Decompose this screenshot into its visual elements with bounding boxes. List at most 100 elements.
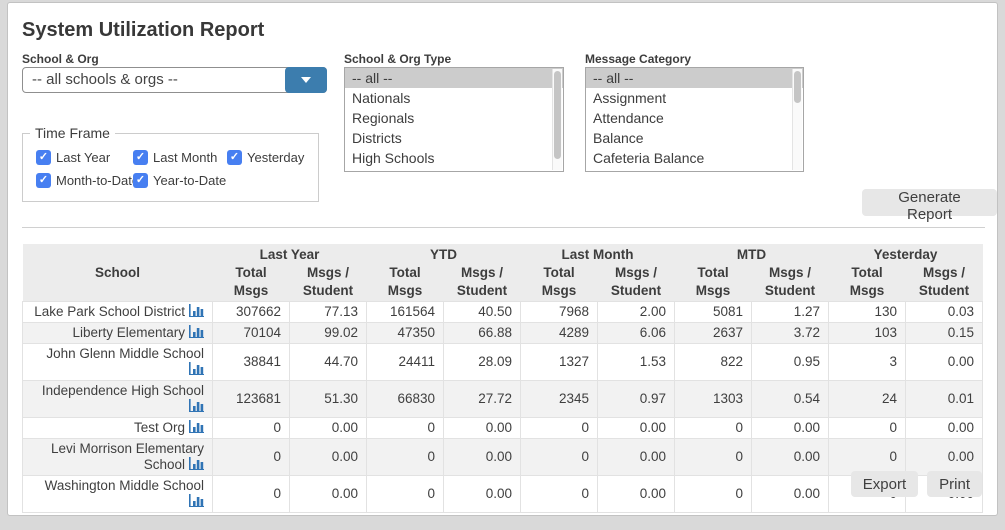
metric-cell: 0 — [520, 474, 599, 513]
generate-report-button[interactable]: Generate Report — [862, 189, 997, 223]
metric-cell: 0 — [366, 437, 445, 476]
message-category-options: -- all -- Assignment Attendance Balance Cafe… — [586, 68, 803, 168]
metric-cell: 1303 — [674, 379, 753, 418]
metric-cell: 1327 — [520, 342, 599, 381]
school-cell: Independence High School — [22, 379, 213, 418]
metric-cell: 1.27 — [751, 300, 830, 323]
school-org-type-options: -- all -- Nationals Regionals Districts High… — [345, 68, 563, 168]
sub-header-row: Total Msgs Msgs / Student Total Msgs Msgs /… — [23, 263, 983, 301]
listbox-option[interactable]: Nationals — [352, 90, 411, 106]
metric-cell: 24411 — [366, 342, 445, 381]
bar-chart-icon[interactable] — [189, 456, 204, 470]
listbox-option[interactable]: Assignment — [593, 90, 667, 106]
sub-header: Msgs / Student — [751, 263, 829, 301]
message-category-label: Message Category — [585, 52, 692, 66]
metric-cell: 2.00 — [597, 300, 676, 323]
scrollbar[interactable] — [792, 69, 802, 170]
checked-checkbox-icon[interactable]: ✓ — [133, 173, 148, 188]
metric-cell: 0 — [674, 437, 753, 476]
metric-cell: 4289 — [520, 321, 599, 344]
checkbox-item[interactable]: ✓ Year-to-Date — [133, 173, 226, 188]
school-org-selected-value: -- all schools & orgs -- — [32, 71, 178, 88]
metric-cell: 822 — [674, 342, 753, 381]
checkbox-item[interactable]: ✓ Last Month — [133, 150, 217, 165]
bar-chart-icon[interactable] — [189, 361, 204, 375]
sub-header: Total Msgs — [828, 263, 906, 301]
metric-cell: 7968 — [520, 300, 599, 323]
checkbox-item[interactable]: ✓ Yesterday — [227, 150, 304, 165]
school-org-select[interactable]: -- all schools & orgs -- — [22, 67, 327, 93]
metric-cell: 130 — [828, 300, 907, 323]
listbox-option[interactable]: Regionals — [352, 110, 415, 126]
metric-cell: 123681 — [212, 379, 290, 418]
table-row: Liberty Elementary 70104 99.02 47350 66.88 42… — [22, 321, 984, 344]
sub-header: Total Msgs — [212, 263, 290, 301]
metric-cell: 0.00 — [443, 437, 522, 476]
bar-chart-icon[interactable] — [189, 398, 204, 412]
metric-cell: 0.00 — [597, 437, 676, 476]
listbox-option[interactable]: Attendance — [593, 110, 664, 126]
group-header: YTD — [366, 244, 521, 263]
metric-cell: 99.02 — [288, 321, 368, 344]
checkbox-item[interactable]: ✓ Last Year — [36, 150, 110, 165]
listbox-option[interactable]: Cafeteria Balance — [593, 150, 705, 166]
metric-cell: 47350 — [366, 321, 445, 344]
checked-checkbox-icon[interactable]: ✓ — [36, 173, 51, 188]
scrollbar-thumb[interactable] — [794, 71, 801, 103]
metric-cell: 0 — [212, 437, 290, 476]
scrollbar[interactable] — [552, 69, 562, 170]
school-org-type-label: School & Org Type — [344, 52, 452, 66]
metric-cell: 24 — [828, 379, 907, 418]
checked-checkbox-icon[interactable]: ✓ — [36, 150, 51, 165]
metric-cell: 2637 — [674, 321, 753, 344]
table-head: School Last Year YTD Last Month MTD Yesterda… — [22, 244, 983, 301]
bar-chart-icon[interactable] — [189, 303, 204, 317]
metric-cell: 2345 — [520, 379, 599, 418]
metric-cell: 0.00 — [597, 474, 676, 513]
bar-chart-icon[interactable] — [189, 324, 204, 338]
checkbox-label: Month-to-Date — [56, 173, 140, 188]
listbox-option[interactable]: -- all -- — [345, 68, 563, 88]
checked-checkbox-icon[interactable]: ✓ — [133, 150, 148, 165]
export-button[interactable]: Export — [850, 471, 919, 497]
metric-cell: 103 — [828, 321, 907, 344]
school-org-type-listbox[interactable]: -- all -- Nationals Regionals Districts High… — [344, 67, 564, 172]
time-frame-checkboxes: ✓ Last Year ✓ Last Month ✓ Yesterday ✓ Month-to… — [23, 141, 318, 201]
print-button[interactable]: Print — [927, 471, 982, 497]
utilization-table: School Last Year YTD Last Month MTD Yesterda… — [22, 244, 984, 513]
sub-header: Total Msgs — [366, 263, 444, 301]
listbox-option[interactable]: -- all -- — [586, 68, 803, 88]
school-cell: Liberty Elementary — [22, 321, 213, 344]
listbox-option[interactable]: High Schools — [352, 150, 435, 166]
bar-chart-icon[interactable] — [189, 419, 204, 433]
metric-cell: 38841 — [212, 342, 290, 381]
message-category-listbox[interactable]: -- all -- Assignment Attendance Balance Cafe… — [585, 67, 804, 172]
metric-cell: 0.00 — [751, 474, 830, 513]
metric-cell: 28.09 — [443, 342, 522, 381]
dropdown-button[interactable] — [285, 67, 327, 93]
listbox-option[interactable]: Districts — [352, 130, 402, 146]
checkbox-label: Last Month — [153, 150, 218, 165]
metric-cell: 0.00 — [443, 416, 522, 439]
metric-cell: 0.00 — [288, 474, 368, 513]
time-frame-legend: Time Frame — [35, 125, 110, 141]
school-cell: Test Org — [22, 416, 213, 439]
metric-cell: 161564 — [366, 300, 445, 323]
scrollbar-thumb[interactable] — [554, 71, 561, 159]
school-name: Washington Middle School — [44, 477, 204, 493]
metric-cell: 6.06 — [597, 321, 676, 344]
checked-checkbox-icon[interactable]: ✓ — [227, 150, 242, 165]
metric-cell: 0.15 — [905, 321, 984, 344]
checkbox-label: Year-to-Date — [153, 173, 227, 188]
listbox-option[interactable]: Balance — [593, 130, 644, 146]
metric-cell: 0 — [212, 474, 290, 513]
checkbox-item[interactable]: ✓ Month-to-Date — [36, 173, 139, 188]
table-row: Levi Morrison Elementary School 0 0.00 0 0.0… — [22, 437, 984, 476]
group-header: Yesterday — [828, 244, 983, 263]
metric-cell: 0.00 — [751, 416, 830, 439]
school-name: Independence High School — [41, 382, 204, 398]
group-header: MTD — [674, 244, 829, 263]
school-cell: John Glenn Middle School — [22, 342, 213, 381]
school-column-header: School — [22, 244, 213, 301]
bar-chart-icon[interactable] — [189, 493, 204, 507]
